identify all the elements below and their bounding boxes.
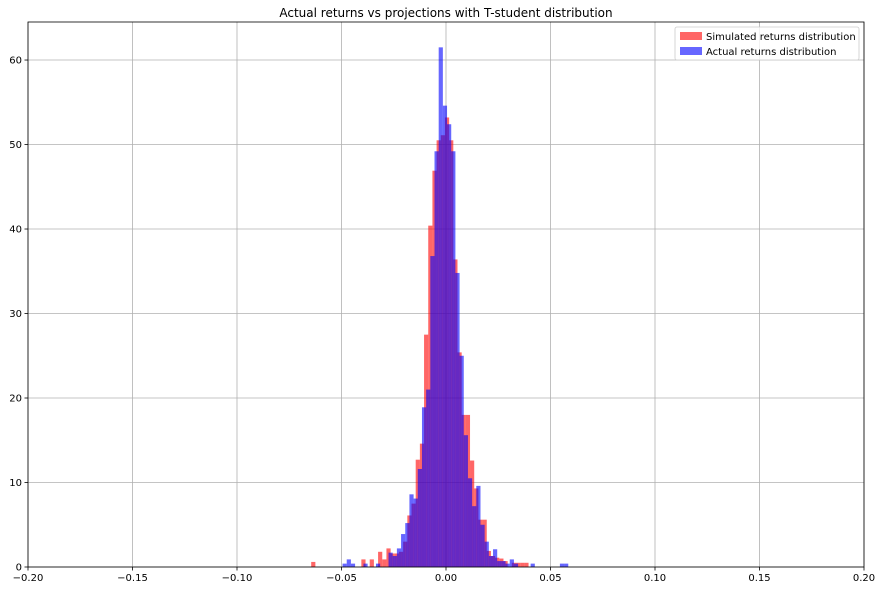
actual-bar	[396, 548, 402, 567]
simulated-bar	[382, 559, 387, 567]
actual-bar	[417, 468, 422, 567]
actual-bar	[505, 563, 510, 567]
actual-bar	[559, 563, 565, 567]
x-axis-ticks: −0.20 −0.15 −0.10 −0.05 0.00 0.05 0.10 0.15 0.20	[13, 567, 875, 584]
actual-bar	[342, 563, 347, 567]
x-tick-label: 0.10	[644, 573, 666, 584]
actual-bar	[442, 105, 448, 568]
y-tick-label: 60	[9, 56, 22, 67]
x-tick-label: 0.20	[853, 573, 875, 584]
simulated-bar	[311, 561, 316, 567]
x-tick-label: −0.15	[117, 573, 148, 584]
legend-swatch-actual	[680, 47, 702, 55]
actual-bar	[513, 563, 519, 567]
y-tick-label: 10	[9, 478, 22, 489]
actual-bar	[451, 151, 456, 568]
actual-bar	[426, 389, 431, 567]
actual-bar	[488, 556, 494, 567]
actual-bar	[363, 563, 368, 567]
actual-bar	[463, 435, 468, 567]
simulated-bar	[520, 562, 525, 567]
x-tick-label: 0.05	[539, 573, 561, 584]
actual-bar	[476, 485, 481, 567]
legend-label-simulated: Simulated returns distribution	[706, 32, 856, 43]
y-tick-label: 20	[9, 394, 22, 405]
actual-bar	[438, 47, 443, 568]
x-tick-label: −0.05	[326, 573, 357, 584]
actual-bar	[375, 563, 381, 567]
y-tick-label: 50	[9, 140, 22, 151]
actual-bar	[509, 559, 514, 567]
actual-bar	[447, 124, 452, 568]
simulated-bar	[369, 559, 374, 567]
y-tick-label: 30	[9, 309, 22, 320]
actual-bar	[472, 506, 477, 567]
actual-bar	[493, 549, 498, 567]
simulated-bar	[378, 551, 383, 567]
actual-bar	[564, 563, 569, 567]
actual-bar	[405, 523, 410, 567]
actual-bar	[480, 524, 485, 567]
actual-bar	[530, 563, 535, 567]
series-actual	[342, 47, 569, 568]
x-tick-label: 0.00	[435, 573, 457, 584]
y-axis-ticks: 0 10 20 30 40 50 60	[9, 56, 28, 574]
x-tick-label: −0.10	[222, 573, 253, 584]
legend-label-actual: Actual returns distribution	[706, 47, 836, 58]
y-tick-label: 0	[16, 563, 22, 574]
actual-bar	[409, 494, 414, 567]
actual-bar	[350, 563, 356, 567]
chart-title: Actual returns vs projections with T-stu…	[279, 6, 612, 20]
actual-bar	[467, 478, 473, 567]
actual-bar	[484, 541, 489, 567]
legend: Simulated returns distribution Actual re…	[674, 26, 860, 61]
actual-bar	[388, 552, 393, 567]
histogram-bars	[311, 47, 569, 568]
legend-swatch-simulated	[680, 32, 702, 40]
actual-bar	[455, 272, 460, 567]
simulated-bar	[361, 559, 366, 567]
y-tick-label: 40	[9, 225, 22, 236]
actual-bar	[392, 556, 397, 567]
actual-bar	[497, 561, 502, 567]
actual-bar	[430, 256, 435, 567]
actual-bar	[421, 407, 427, 567]
legend-box	[674, 26, 860, 61]
actual-bar	[501, 561, 506, 567]
actual-bar	[413, 498, 418, 567]
x-tick-label: −0.20	[13, 573, 44, 584]
simulated-bar	[524, 562, 529, 567]
actual-bar	[346, 559, 351, 567]
actual-bar	[434, 151, 439, 568]
actual-bar	[459, 355, 464, 567]
x-tick-label: 0.15	[748, 573, 770, 584]
actual-bar	[401, 534, 406, 567]
